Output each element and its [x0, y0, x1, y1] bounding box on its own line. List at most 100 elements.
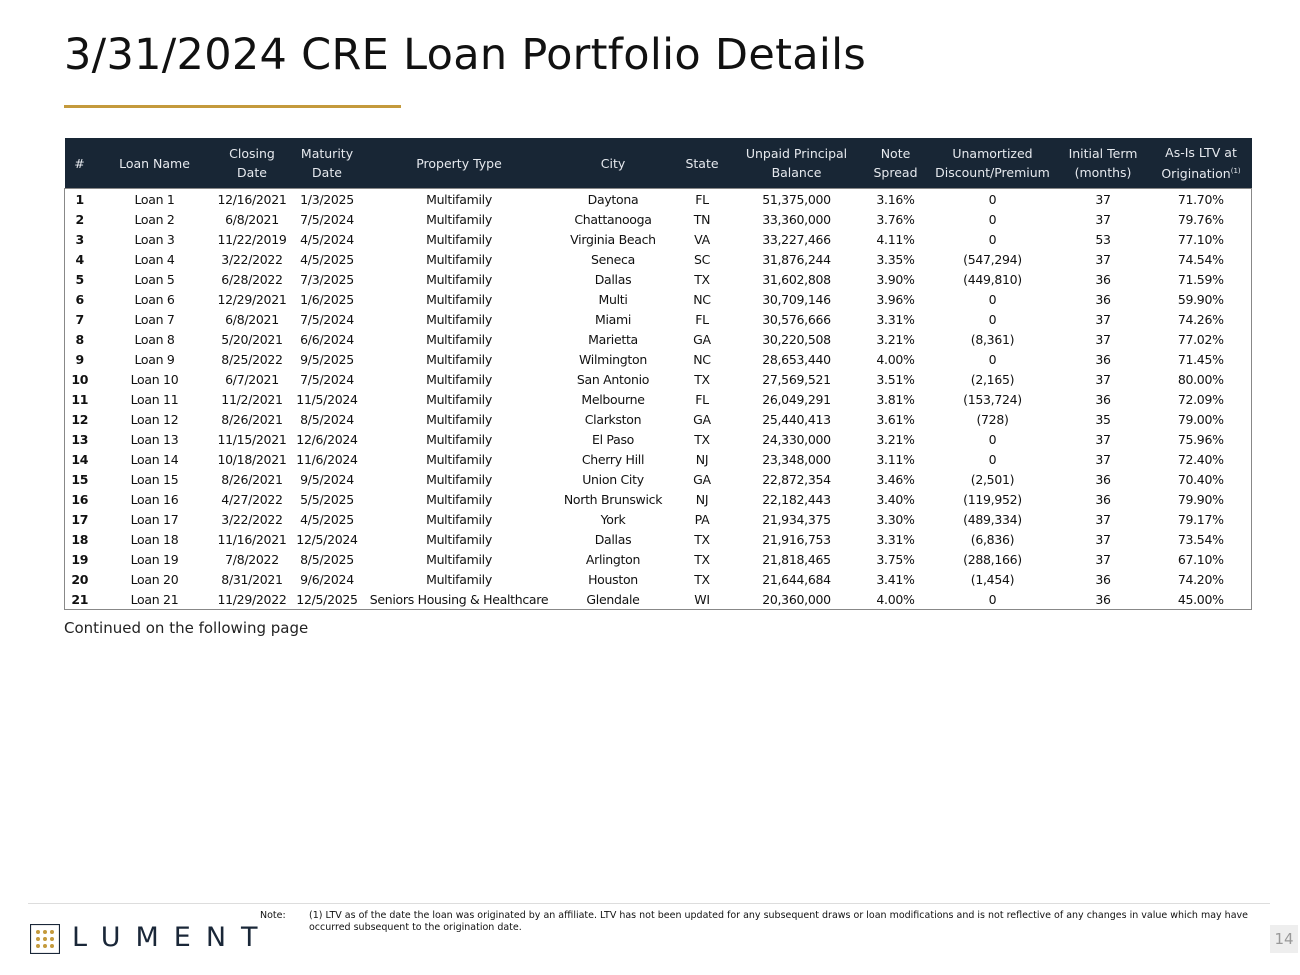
- table-cell: (288,166): [963, 551, 1022, 567]
- table-cell: Multifamily: [426, 511, 492, 527]
- table-cell: 77.02%: [1177, 331, 1224, 347]
- table-cell: Multifamily: [426, 471, 492, 487]
- table-cell: Dallas: [594, 531, 632, 547]
- table-cell: 73.54%: [1177, 531, 1224, 547]
- table-cell: 22,872,354: [762, 471, 831, 487]
- footer-rule: [28, 903, 1270, 904]
- table-cell: NC: [693, 351, 711, 367]
- table-cell: Loan 18: [130, 531, 179, 547]
- table-cell: (6,836): [970, 531, 1015, 547]
- table-cell: Marietta: [588, 331, 638, 347]
- table-cell: 37: [1095, 431, 1111, 447]
- table-cell: 72.09%: [1177, 391, 1224, 407]
- table-cell: Multifamily: [426, 331, 492, 347]
- table-cell: 75.96%: [1177, 431, 1224, 447]
- table-cell: TX: [694, 431, 710, 447]
- table-cell: Multifamily: [426, 491, 492, 507]
- table-cell: (489,334): [963, 511, 1022, 527]
- table-row: 21 Loan 21 11/29/2022 12/5/2025 Seniors Hous…: [65, 589, 1252, 610]
- table-cell: (728): [976, 411, 1009, 427]
- table-cell: 7: [75, 311, 85, 327]
- note-label: Note:: [260, 910, 286, 921]
- table-cell: Loan 7: [134, 311, 175, 327]
- table-cell: 17: [71, 511, 89, 527]
- table-cell: El Paso: [591, 431, 635, 447]
- table-cell: Loan 16: [130, 491, 179, 507]
- table-cell: 21,818,465: [762, 551, 831, 567]
- table-cell: Multifamily: [426, 551, 492, 567]
- table-cell: Multifamily: [426, 571, 492, 587]
- table-cell: (2,501): [970, 471, 1015, 487]
- column-header: City: [553, 138, 673, 189]
- table-cell: 16: [71, 491, 89, 507]
- table-cell: 37: [1095, 551, 1111, 567]
- table-row: 13 Loan 13 11/15/2021 12/6/2024 Multifamily E…: [65, 429, 1252, 449]
- table-cell: 37: [1095, 191, 1111, 207]
- column-header-text: As-Is LTV at Origination: [1161, 144, 1237, 182]
- table-cell: 36: [1095, 591, 1111, 607]
- table-cell: 9/6/2024: [300, 571, 354, 587]
- table-cell: 4.00%: [876, 591, 915, 607]
- column-header: Loan Name: [94, 138, 215, 189]
- table-cell: 37: [1095, 371, 1111, 387]
- table-cell: Loan 19: [130, 551, 179, 567]
- table-cell: TX: [694, 531, 710, 547]
- table-row: 12 Loan 12 8/26/2021 8/5/2024 Multifamily Cla…: [65, 409, 1252, 429]
- table-cell: TX: [694, 271, 710, 287]
- table-row: 7 Loan 7 6/8/2021 7/5/2024 Multifamily Miami F…: [65, 309, 1252, 329]
- table-cell: Union City: [582, 471, 644, 487]
- table-cell: GA: [693, 331, 711, 347]
- table-cell: 11/2/2021: [221, 391, 283, 407]
- column-header: Maturity Date: [289, 138, 365, 189]
- table-cell: Multifamily: [426, 231, 492, 247]
- table-cell: 11/15/2021: [217, 431, 287, 447]
- table-cell: 3.51%: [876, 371, 915, 387]
- table-cell: 3.21%: [876, 431, 915, 447]
- table-cell: 37: [1095, 531, 1111, 547]
- table-cell: Miami: [594, 311, 632, 327]
- table-cell: Glendale: [586, 591, 640, 607]
- table-cell: Loan 11: [130, 391, 179, 407]
- table-cell: (153,724): [963, 391, 1022, 407]
- table-cell: 24,330,000: [762, 431, 831, 447]
- table-cell: 3.40%: [876, 491, 915, 507]
- table-cell: 3.31%: [876, 531, 915, 547]
- table-cell: 33,227,466: [762, 231, 831, 247]
- table-row: 14 Loan 14 10/18/2021 11/6/2024 Multifamily C…: [65, 449, 1252, 469]
- table-row: 15 Loan 15 8/26/2021 9/5/2024 Multifamily Uni…: [65, 469, 1252, 489]
- table-cell: 3.90%: [876, 271, 915, 287]
- table-cell: 3.11%: [876, 451, 915, 467]
- table-cell: 8/31/2021: [221, 571, 283, 587]
- table-cell: 3.81%: [876, 391, 915, 407]
- table-cell: 15: [71, 471, 89, 487]
- table-cell: 8/26/2021: [221, 471, 283, 487]
- table-cell: Loan 6: [134, 291, 175, 307]
- table-cell: Loan 9: [134, 351, 175, 367]
- table-cell: (1,454): [970, 571, 1015, 587]
- table-cell: 67.10%: [1177, 551, 1224, 567]
- table-cell: FL: [695, 311, 709, 327]
- column-header: State: [672, 138, 732, 189]
- table-cell: Loan 13: [130, 431, 179, 447]
- table-cell: 3.61%: [876, 411, 915, 427]
- table-cell: 36: [1095, 491, 1111, 507]
- table-cell: 11/29/2022: [217, 591, 287, 607]
- table-cell: 0: [988, 231, 997, 247]
- table-cell: 3.75%: [876, 551, 915, 567]
- table-cell: FL: [695, 191, 709, 207]
- table-row: 18 Loan 18 11/16/2021 12/5/2024 Multifamily D…: [65, 529, 1252, 549]
- table-body: 1 Loan 1 12/16/2021 1/3/2025 Multifamily Dayt…: [64, 188, 1252, 610]
- table-cell: 36: [1095, 351, 1111, 367]
- table-cell: Multifamily: [426, 251, 492, 267]
- table-cell: 12/5/2024: [296, 531, 358, 547]
- table-cell: TN: [693, 211, 711, 227]
- table-cell: Multifamily: [426, 291, 492, 307]
- table-cell: 3.76%: [876, 211, 915, 227]
- table-cell: 0: [988, 451, 997, 467]
- table-cell: Multi: [598, 291, 628, 307]
- column-header: As-Is LTV at Origination(1): [1150, 138, 1252, 189]
- table-cell: 36: [1095, 471, 1111, 487]
- table-cell: 3.21%: [876, 331, 915, 347]
- column-header: Initial Term (months): [1055, 138, 1151, 189]
- table-cell: 23,348,000: [762, 451, 831, 467]
